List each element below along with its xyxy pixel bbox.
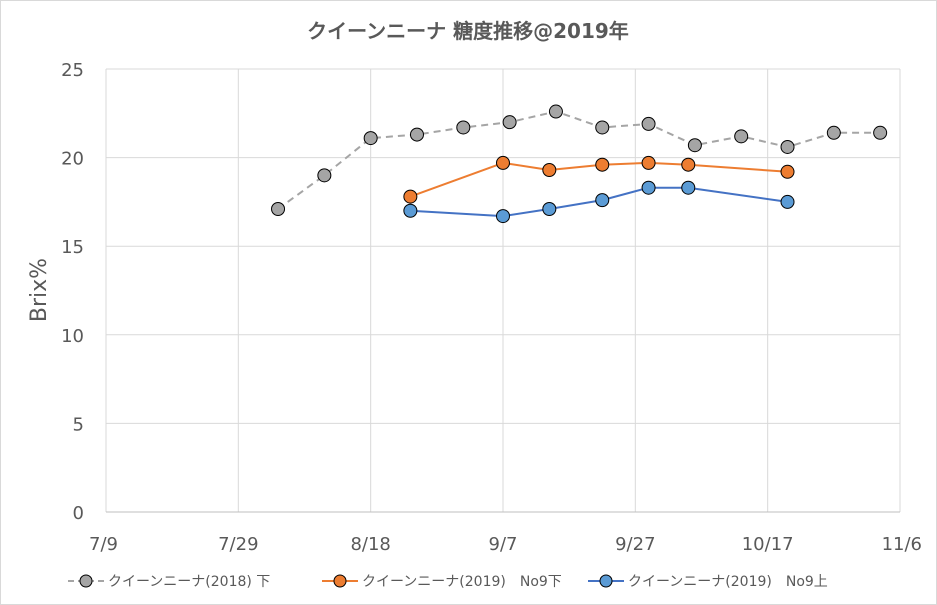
legend-label: クイーンニーナ(2019) No9下	[362, 574, 562, 590]
data-point	[542, 201, 557, 216]
data-point	[681, 157, 696, 172]
y-tick-label: 25	[61, 60, 84, 81]
x-tick-label: 10/17	[742, 534, 794, 555]
data-point	[542, 163, 557, 178]
data-point	[317, 168, 332, 183]
y-tick-label: 5	[73, 414, 84, 435]
data-point	[403, 189, 418, 204]
y-tick-label: 15	[61, 237, 84, 258]
data-point	[409, 127, 424, 142]
data-point	[687, 138, 702, 153]
data-point	[780, 194, 795, 209]
data-point	[641, 180, 656, 195]
data-point	[826, 125, 841, 140]
series-line	[277, 110, 881, 210]
data-point	[873, 125, 888, 140]
data-point	[496, 155, 510, 170]
legend-label: クイーンニーナ(2018) 下	[108, 574, 270, 590]
data-point	[595, 120, 610, 135]
legend-item: クイーンニーナ(2018) 下	[68, 574, 270, 590]
legend-marker	[333, 574, 347, 588]
grid	[105, 68, 901, 513]
axes: 0 5 10 15 20 25 7/9 7/29 8/18 9/7 9/27 10/17 11/6	[61, 60, 922, 555]
data-point	[780, 139, 795, 154]
data-point	[641, 116, 656, 131]
y-axis-title: Brix%	[27, 258, 52, 322]
data-point	[496, 209, 510, 224]
x-tick-label: 8/18	[350, 534, 390, 555]
data-point	[502, 115, 517, 130]
data-point	[595, 193, 610, 208]
x-tick-label: 7/29	[218, 534, 258, 555]
data-point	[456, 120, 471, 135]
x-tick-label: 9/27	[615, 534, 655, 555]
series-3	[403, 180, 795, 224]
data-point	[780, 164, 795, 179]
y-tick-label: 10	[61, 326, 84, 347]
legend-item: クイーンニーナ(2019) No9上	[588, 574, 828, 590]
legend-item: クイーンニーナ(2019) No9下	[322, 574, 562, 590]
x-tick-label: 11/6	[882, 534, 922, 555]
data-point	[548, 104, 563, 119]
legend-marker	[79, 574, 93, 588]
chart-title: クイーンニーナ 糖度推移@2019年	[307, 19, 629, 43]
data-point	[595, 157, 610, 172]
series-2	[403, 155, 795, 204]
y-tick-label: 20	[61, 149, 84, 170]
legend: クイーンニーナ(2018) 下 クイーンニーナ(2019) No9下 クイーンニーナ…	[68, 574, 828, 590]
legend-label: クイーンニーナ(2019) No9上	[628, 574, 828, 590]
data-point	[403, 203, 418, 218]
data-point	[363, 131, 378, 146]
x-tick-label: 9/7	[489, 534, 518, 555]
data-point	[681, 180, 696, 195]
data-point	[641, 155, 656, 170]
data-point	[271, 201, 286, 216]
data-point	[734, 129, 749, 144]
x-tick-label: 7/9	[89, 534, 118, 555]
legend-marker	[599, 574, 613, 588]
series-1	[271, 104, 888, 216]
y-tick-label: 0	[73, 503, 84, 524]
series	[271, 104, 888, 224]
